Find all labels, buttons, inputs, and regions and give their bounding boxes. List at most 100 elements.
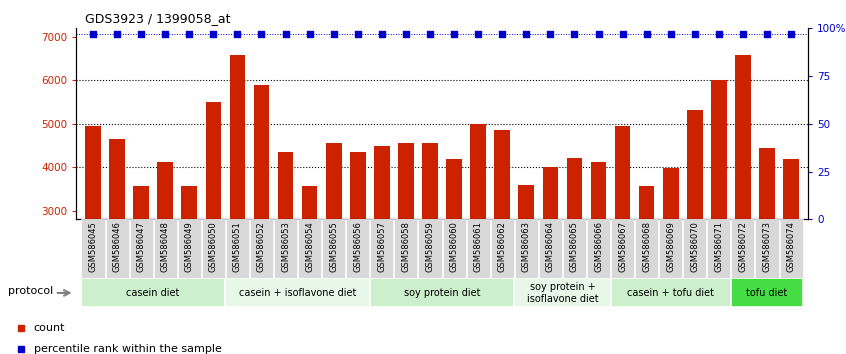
Point xyxy=(351,31,365,37)
Bar xyxy=(759,148,775,341)
Point xyxy=(519,31,533,37)
Point xyxy=(279,31,293,37)
Point xyxy=(784,31,798,37)
Text: GSM586058: GSM586058 xyxy=(401,221,410,272)
Point xyxy=(761,31,774,37)
Bar xyxy=(663,168,678,341)
Text: GSM586054: GSM586054 xyxy=(305,221,314,272)
Bar xyxy=(732,219,755,278)
Bar xyxy=(371,219,393,278)
Point xyxy=(327,31,340,37)
Point xyxy=(568,31,581,37)
Bar xyxy=(157,162,173,341)
Text: count: count xyxy=(34,323,65,333)
Text: GSM586053: GSM586053 xyxy=(281,221,290,272)
Bar xyxy=(707,219,730,278)
Bar xyxy=(225,279,370,307)
Point xyxy=(135,31,148,37)
Point xyxy=(640,31,653,37)
Text: GSM586047: GSM586047 xyxy=(137,221,146,272)
Point xyxy=(423,31,437,37)
Text: GSM586057: GSM586057 xyxy=(377,221,387,272)
Bar xyxy=(519,185,534,341)
Text: GDS3923 / 1399058_at: GDS3923 / 1399058_at xyxy=(85,12,230,25)
Text: GSM586059: GSM586059 xyxy=(426,221,435,272)
Bar xyxy=(494,130,510,341)
Text: soy protein +
isoflavone diet: soy protein + isoflavone diet xyxy=(526,282,598,304)
Bar xyxy=(755,219,778,278)
Text: GSM586063: GSM586063 xyxy=(522,221,530,272)
Point xyxy=(616,31,629,37)
Text: GSM586070: GSM586070 xyxy=(690,221,700,272)
Text: GSM586050: GSM586050 xyxy=(209,221,218,272)
Point xyxy=(712,31,726,37)
Bar xyxy=(687,110,703,341)
Bar xyxy=(226,219,249,278)
Bar xyxy=(202,219,225,278)
Text: casein diet: casein diet xyxy=(127,288,180,298)
Bar xyxy=(611,219,634,278)
Bar xyxy=(250,219,273,278)
Text: GSM586072: GSM586072 xyxy=(739,221,747,272)
Bar xyxy=(587,219,610,278)
Bar xyxy=(134,185,149,341)
Bar xyxy=(467,219,490,278)
Bar xyxy=(591,162,607,341)
Bar xyxy=(302,187,317,341)
Bar xyxy=(178,219,201,278)
Bar xyxy=(615,126,630,341)
Bar xyxy=(735,55,750,341)
Bar xyxy=(398,143,414,341)
Bar xyxy=(81,279,225,307)
Point xyxy=(736,31,750,37)
Bar xyxy=(394,219,417,278)
Bar xyxy=(635,219,658,278)
Text: GSM586060: GSM586060 xyxy=(449,221,459,272)
Bar xyxy=(539,219,562,278)
Bar xyxy=(659,219,682,278)
Text: GSM586045: GSM586045 xyxy=(89,221,97,272)
Text: GSM586051: GSM586051 xyxy=(233,221,242,272)
Bar xyxy=(711,80,727,341)
Bar xyxy=(129,219,152,278)
Point xyxy=(688,31,701,37)
Text: GSM586061: GSM586061 xyxy=(474,221,483,272)
Text: GSM586073: GSM586073 xyxy=(762,221,772,272)
Bar xyxy=(542,167,558,341)
Text: percentile rank within the sample: percentile rank within the sample xyxy=(34,344,222,354)
Point xyxy=(86,31,100,37)
Bar xyxy=(326,143,342,341)
Text: protocol: protocol xyxy=(8,286,53,296)
Point xyxy=(544,31,558,37)
Point xyxy=(303,31,316,37)
Point xyxy=(399,31,413,37)
Text: tofu diet: tofu diet xyxy=(746,288,788,298)
Text: GSM586046: GSM586046 xyxy=(113,221,122,272)
Text: GSM586067: GSM586067 xyxy=(618,221,627,272)
Bar xyxy=(85,126,101,341)
Bar xyxy=(611,279,731,307)
Bar xyxy=(567,158,582,341)
Bar xyxy=(350,152,365,341)
Point xyxy=(110,31,124,37)
Bar xyxy=(106,219,129,278)
Text: GSM586066: GSM586066 xyxy=(594,221,603,272)
Bar xyxy=(181,185,197,341)
Text: GSM586069: GSM586069 xyxy=(666,221,675,272)
Bar xyxy=(109,139,125,341)
Bar xyxy=(470,124,486,341)
Bar xyxy=(346,219,370,278)
Bar xyxy=(422,143,438,341)
Bar xyxy=(254,85,269,341)
Bar xyxy=(298,219,321,278)
Text: GSM586048: GSM586048 xyxy=(161,221,170,272)
Text: GSM586056: GSM586056 xyxy=(354,221,362,272)
Point xyxy=(496,31,509,37)
Bar xyxy=(274,219,297,278)
Bar xyxy=(419,219,442,278)
Point xyxy=(471,31,485,37)
Point xyxy=(158,31,172,37)
Bar xyxy=(563,219,586,278)
Bar xyxy=(514,279,611,307)
Text: casein + tofu diet: casein + tofu diet xyxy=(627,288,714,298)
